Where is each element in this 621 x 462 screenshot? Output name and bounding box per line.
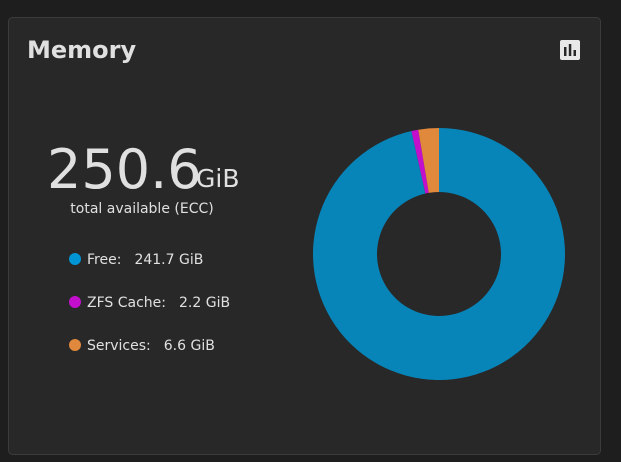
icon-bar [573, 50, 576, 56]
total-value: 250.6 [47, 138, 202, 201]
donut-slice [312, 128, 565, 380]
legend-value: 241.7 GiB [134, 252, 203, 268]
donut-slice [411, 129, 429, 194]
icon-bar [568, 44, 572, 56]
icon-bar [564, 47, 567, 56]
total-unit: GiB [196, 164, 239, 193]
legend-dot [69, 296, 81, 308]
legend-label: Services: [87, 338, 151, 354]
legend-value: 2.2 GiB [179, 295, 230, 311]
report-button[interactable] [560, 40, 580, 60]
legend-value: 6.6 GiB [164, 338, 215, 354]
legend-dot [69, 339, 81, 351]
legend-label: ZFS Cache: [87, 295, 166, 311]
legend-dot [69, 253, 81, 265]
card-title: Memory [27, 36, 136, 64]
legend-label: Free: [87, 252, 121, 268]
donut-slice [418, 128, 439, 193]
total-caption: total available (ECC) [70, 201, 213, 217]
